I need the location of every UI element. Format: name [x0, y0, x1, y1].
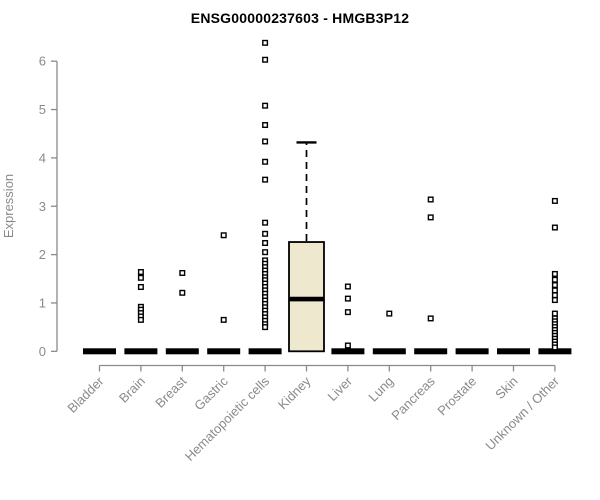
outlier-point — [137, 283, 144, 290]
x-axis-label: Prostate — [434, 374, 479, 419]
collapsed-box — [414, 348, 448, 355]
collapsed-box — [455, 348, 489, 355]
y-axis-tick-label: 1 — [39, 295, 46, 310]
box-group — [331, 283, 365, 355]
outlier-point — [179, 289, 186, 296]
outlier-point — [551, 224, 558, 231]
x-axis-label: Kidney — [275, 373, 314, 412]
outlier-point — [344, 283, 351, 290]
outlier-point — [427, 315, 434, 322]
outlier-point — [551, 344, 558, 351]
outlier-point — [344, 309, 351, 316]
outlier-point — [262, 39, 269, 46]
outlier-point — [262, 122, 269, 129]
box-group — [414, 196, 448, 355]
outlier-point — [262, 239, 269, 246]
box-group — [372, 310, 406, 355]
box-group — [83, 348, 116, 355]
outlier-point — [427, 214, 434, 221]
box — [288, 241, 325, 353]
y-axis-tick-label: 2 — [39, 247, 46, 262]
box-group — [538, 197, 572, 355]
x-axis-label: Liver — [324, 373, 355, 404]
outlier-point — [262, 102, 269, 109]
outlier-point — [137, 269, 144, 276]
collapsed-box — [124, 348, 158, 355]
y-axis-title: Expression — [1, 174, 16, 238]
outlier-point — [262, 176, 269, 183]
y-axis-tick-label: 4 — [39, 150, 46, 165]
outlier-point — [551, 287, 558, 294]
collapsed-box — [331, 348, 365, 355]
collapsed-box — [83, 348, 116, 355]
box-group — [248, 39, 282, 355]
outlier-point — [262, 56, 269, 63]
outlier-point — [344, 342, 351, 349]
x-axis-label: Bladder — [64, 373, 107, 416]
outlier-point — [551, 197, 558, 204]
x-axis-label: Gastric — [191, 373, 231, 413]
outlier-point — [427, 196, 434, 203]
outlier-point — [551, 310, 558, 317]
box-group — [288, 141, 325, 353]
outlier-point — [179, 269, 186, 276]
box-group — [455, 348, 489, 355]
x-axis-label: Lung — [365, 374, 396, 405]
y-axis-tick-label: 0 — [39, 344, 46, 359]
x-axis-label: Breast — [152, 373, 189, 410]
collapsed-box — [207, 348, 241, 355]
outlier-point — [220, 316, 227, 323]
collapsed-box — [248, 348, 282, 355]
outlier-point — [262, 158, 269, 165]
y-axis-tick-label: 3 — [39, 199, 46, 214]
x-axis-label: Pancreas — [388, 373, 438, 423]
collapsed-box — [165, 348, 199, 355]
x-axis-label: Skin — [492, 374, 520, 402]
box-group — [497, 348, 530, 355]
outlier-point — [262, 324, 269, 331]
outlier-point — [137, 316, 144, 323]
outlier-point — [137, 274, 144, 281]
outlier-point — [551, 282, 558, 289]
box-group — [124, 269, 158, 355]
box-group — [165, 269, 199, 355]
x-axis-label: Brain — [116, 374, 148, 406]
collapsed-box — [497, 348, 530, 355]
collapsed-box — [372, 348, 406, 355]
outlier-point — [220, 232, 227, 239]
outlier-point — [551, 270, 558, 277]
y-axis-tick-label: 5 — [39, 102, 46, 117]
outlier-point — [551, 292, 558, 299]
collapsed-box — [538, 348, 572, 355]
outlier-point — [262, 219, 269, 226]
chart-title: ENSG00000237603 - HMGB3P12 — [190, 10, 410, 26]
x-axis-label: Unknown / Other — [482, 373, 562, 453]
y-axis-tick-label: 6 — [39, 54, 46, 69]
outlier-point — [386, 310, 393, 317]
outlier-point — [262, 230, 269, 237]
outlier-point — [551, 297, 558, 304]
outlier-point — [262, 138, 269, 145]
box-group — [207, 232, 241, 355]
outlier-point — [262, 249, 269, 256]
outlier-point — [551, 276, 558, 283]
outlier-point — [344, 295, 351, 302]
